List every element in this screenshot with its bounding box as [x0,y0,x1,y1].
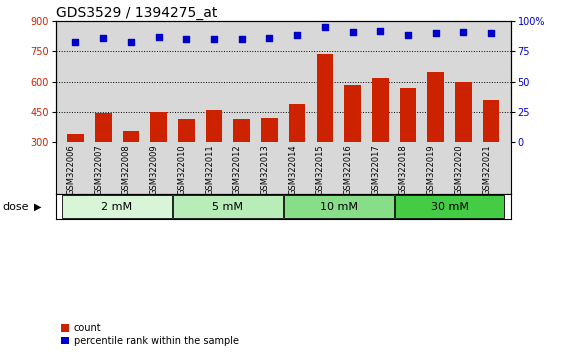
FancyBboxPatch shape [62,195,172,218]
Bar [344,85,361,142]
Point [459,29,468,35]
Text: 2 mM: 2 mM [102,201,132,212]
FancyBboxPatch shape [395,195,504,218]
Point [486,30,495,36]
Point [126,39,135,45]
FancyBboxPatch shape [284,195,394,218]
FancyBboxPatch shape [173,195,283,218]
Text: GSM322020: GSM322020 [454,144,463,195]
Point [210,36,219,42]
Bar [178,119,195,142]
Bar [261,118,278,142]
Bar [95,113,112,142]
Legend: count, percentile rank within the sample: count, percentile rank within the sample [61,323,238,346]
Bar [399,87,416,142]
Text: GSM322009: GSM322009 [150,144,159,195]
Text: GSM322012: GSM322012 [233,144,242,195]
Bar [150,112,167,142]
Text: GSM322011: GSM322011 [205,144,214,195]
Text: dose: dose [3,202,29,212]
Bar [289,104,306,142]
Bar [123,131,139,142]
Bar [67,134,84,142]
Bar [316,55,333,142]
Point [348,29,357,35]
Text: GSM322006: GSM322006 [67,144,76,195]
Bar [206,110,222,142]
Bar [372,78,389,142]
Point [237,36,246,42]
Point [265,35,274,41]
Bar [455,81,472,142]
Text: GSM322018: GSM322018 [399,144,408,195]
Text: GSM322016: GSM322016 [343,144,352,195]
Point [293,32,302,37]
Point [431,30,440,36]
Point [99,35,108,41]
Text: GSM322017: GSM322017 [371,144,380,195]
Text: GSM322013: GSM322013 [260,144,269,195]
Text: 30 mM: 30 mM [430,201,468,212]
Text: GSM322019: GSM322019 [427,144,436,195]
Text: GDS3529 / 1394275_at: GDS3529 / 1394275_at [56,6,218,20]
Text: GSM322010: GSM322010 [177,144,186,195]
Point [376,28,385,34]
Point [71,39,80,45]
Bar [483,100,499,142]
Text: GSM322021: GSM322021 [482,144,491,195]
Text: ▶: ▶ [34,202,42,212]
Text: GSM322015: GSM322015 [316,144,325,195]
Text: GSM322007: GSM322007 [94,144,103,195]
Point [154,34,163,40]
Bar [427,72,444,142]
Bar [233,119,250,142]
Point [182,36,191,42]
Text: GSM322014: GSM322014 [288,144,297,195]
Text: GSM322008: GSM322008 [122,144,131,195]
Point [320,24,329,30]
Point [403,32,412,37]
Text: 10 mM: 10 mM [320,201,358,212]
Text: 5 mM: 5 mM [213,201,243,212]
